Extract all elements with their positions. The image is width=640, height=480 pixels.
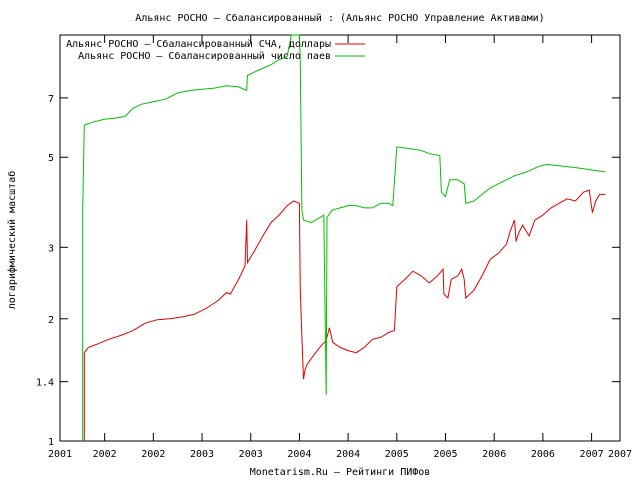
- x-tick-label: 2003: [239, 449, 263, 460]
- x-tick-label: 2004: [287, 449, 311, 460]
- y-axis-ticks: 1 1.4 2 3 5 7: [36, 94, 620, 448]
- legend-label-nav: Альянс РОСНО – Сбалансированный СЧА, дол…: [66, 38, 331, 50]
- x-tick-label: 2006: [531, 449, 555, 460]
- legend-label-units: Альянс РОСНО – Сбалансированный число па…: [78, 50, 331, 62]
- x-tick-label: 2006: [482, 449, 506, 460]
- y-tick-label: 3: [48, 243, 54, 254]
- x-tick-label: 2007: [608, 449, 632, 460]
- x-tick-label: 2002: [93, 449, 117, 460]
- plot-frame: [59, 34, 621, 442]
- y-tick-label: 7: [48, 94, 54, 105]
- x-tick-label: 2005: [385, 449, 409, 460]
- series-line-units: [82, 34, 606, 441]
- chart-title: Альянс РОСНО – Сбалансированный : (Альян…: [135, 12, 544, 24]
- x-tick-label: 2004: [336, 449, 360, 460]
- y-axis-label: логарифмический масштаб: [6, 171, 18, 309]
- series-layer: [82, 34, 606, 441]
- x-tick-label: 2002: [141, 449, 165, 460]
- x-tick-label: 2005: [433, 449, 457, 460]
- series-line-nav: [83, 189, 606, 441]
- x-axis-label: Monetarism.Ru – Рейтинги ПИФов: [250, 466, 431, 478]
- x-tick-label: 2003: [190, 449, 214, 460]
- x-axis-ticks: 2001 2002 2002 2003 2003 2004 2004 2005 2005 2006…: [48, 35, 632, 460]
- legend: Альянс РОСНО – Сбалансированный СЧА, дол…: [66, 38, 365, 62]
- y-tick-label: 1.4: [36, 378, 54, 389]
- y-tick-label: 1: [48, 437, 54, 448]
- x-tick-label: 2001: [48, 449, 72, 460]
- y-tick-label: 2: [48, 315, 54, 326]
- y-tick-label: 5: [48, 153, 54, 164]
- x-tick-label: 2007: [580, 449, 604, 460]
